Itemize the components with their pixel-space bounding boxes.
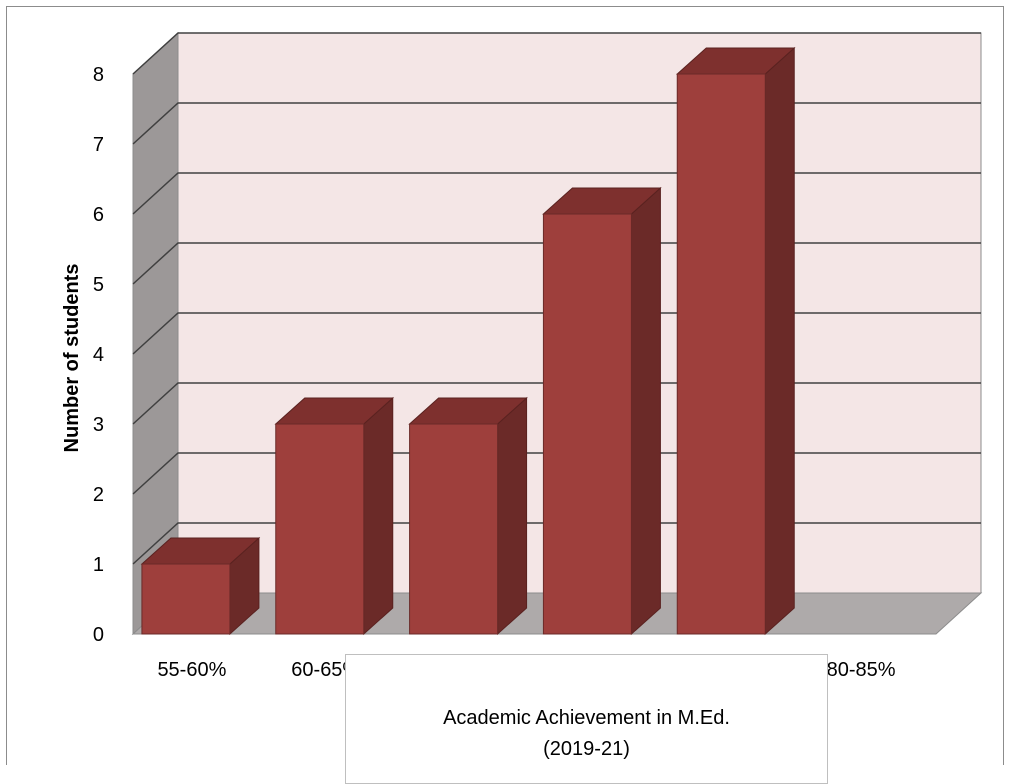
x-axis-title-line-2: (2019-21): [543, 738, 630, 760]
y-tick-label: 5: [93, 274, 104, 296]
bar: [675, 46, 796, 636]
bar-front: [676, 73, 766, 635]
y-tick-label: 6: [93, 204, 104, 226]
x-axis-title-line-1: Academic Achievement in M.Ed.: [443, 707, 730, 729]
y-tick-label: 4: [93, 344, 104, 366]
bar: [542, 186, 662, 636]
bar-side: [764, 46, 795, 636]
bar-front: [275, 423, 365, 635]
y-axis-title: Number of students: [61, 264, 83, 453]
x-axis-title-box: Academic Achievement in M.Ed. (2019-21): [345, 654, 828, 784]
y-tick-label: 8: [93, 64, 104, 86]
chart-frame: [6, 6, 1004, 765]
y-axis-ticks: 0 1 2 3 4 5 6 7 8: [93, 64, 104, 646]
gridline: [132, 32, 981, 75]
bar-front: [409, 423, 499, 635]
bar-front: [141, 563, 231, 635]
bar-front: [542, 213, 632, 635]
bar-side: [497, 396, 528, 636]
bar-side: [630, 186, 661, 636]
y-tick-label: 2: [93, 484, 104, 506]
y-tick-label: 3: [93, 414, 104, 436]
y-tick-label: 1: [93, 554, 104, 576]
bar-side: [363, 396, 394, 636]
bar: [274, 396, 395, 636]
bars: [140, 46, 796, 636]
x-tick-label: 80-85%: [827, 659, 896, 681]
y-tick-label: 0: [93, 624, 104, 646]
x-tick-label: 60-65%: [291, 659, 360, 681]
y-tick-label: 7: [93, 134, 104, 156]
bar: [140, 536, 261, 636]
x-tick-label: 55-60%: [157, 659, 226, 681]
bar: [408, 396, 528, 636]
